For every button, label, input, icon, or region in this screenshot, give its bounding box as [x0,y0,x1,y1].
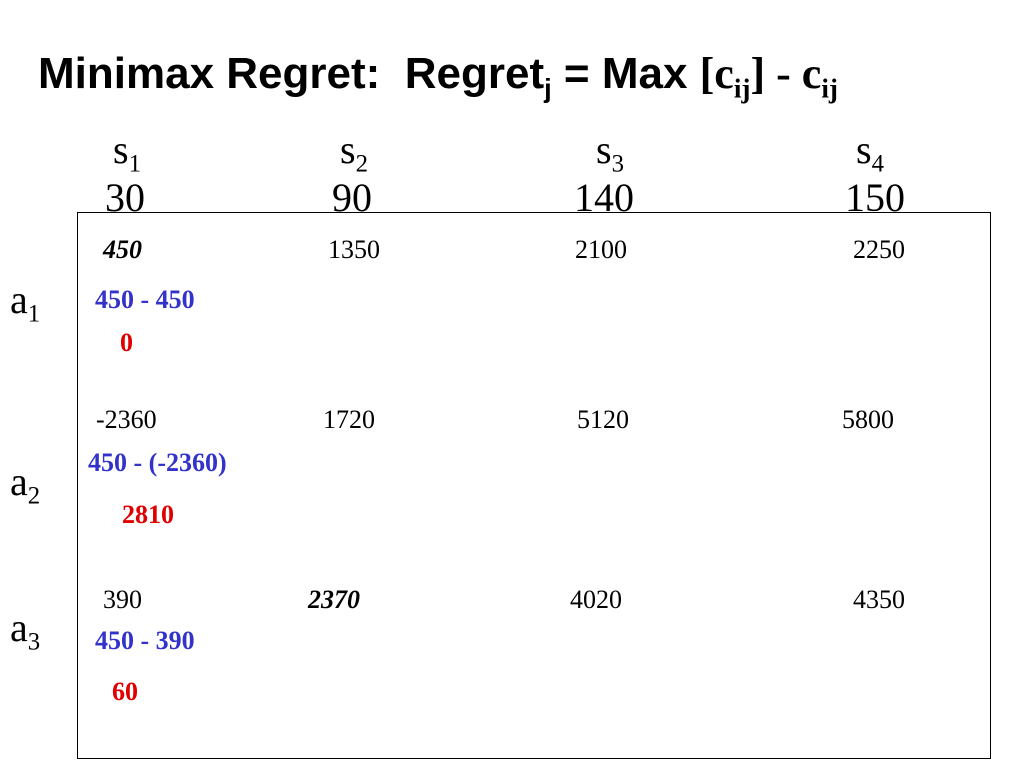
state-value: 140 [574,175,634,220]
state-subscript: 1 [128,150,141,178]
row-label: a1 [10,277,40,327]
regret-value: 2810 [122,500,174,529]
title-text: ] - c [750,49,822,98]
state-subscript: 4 [871,150,884,178]
regret-calculation: 450 - 450 [95,285,195,314]
state-name: s [340,127,356,172]
state-value: 90 [332,175,372,220]
regret-calculation: 450 - 390 [95,626,195,655]
state-name: s [113,127,129,172]
row-subscript: 1 [27,300,41,328]
row-subscript: 2 [27,482,41,510]
row-name: a [10,277,28,322]
state-value: 150 [845,175,905,220]
payoff: 2250 [853,235,905,264]
regret-value: 60 [112,677,138,706]
payoff: 1350 [328,235,380,264]
state-name: s [856,127,872,172]
row-name: a [10,605,28,650]
state-label: s4 [856,127,884,177]
title-text: Minimax Regret: Regret [38,49,545,98]
title-subscript: ij [821,73,838,104]
payoff: 1720 [323,405,375,434]
state-label: s2 [340,127,368,177]
row-label: a2 [10,459,40,509]
state-value: 30 [105,175,145,220]
payoff: -2360 [96,405,157,434]
state-label: s3 [596,127,624,177]
payoff: 390 [103,585,142,614]
row-label: a3 [10,605,40,655]
payoff: 4350 [853,585,905,614]
payoff: 4020 [570,585,622,614]
payoff: 2370 [308,585,360,614]
state-subscript: 2 [355,150,368,178]
state-label: s1 [113,127,141,177]
regret-calculation: 450 - (-2360) [88,448,227,477]
payoff: 2100 [575,235,627,264]
row-subscript: 3 [27,628,41,656]
payoff: 5800 [842,405,894,434]
title-text: = Max [551,49,700,98]
title: Minimax Regret: Regretj = Max [cij] - ci… [38,49,838,103]
title-text: [c [699,49,734,98]
row-name: a [10,459,28,504]
payoff-box [77,212,991,759]
payoff: 450 [103,235,142,264]
state-name: s [596,127,612,172]
state-subscript: 3 [611,150,624,178]
payoff: 5120 [577,405,629,434]
regret-value: 0 [120,328,133,357]
title-subscript: j [544,72,552,104]
title-subscript: ij [733,73,751,104]
